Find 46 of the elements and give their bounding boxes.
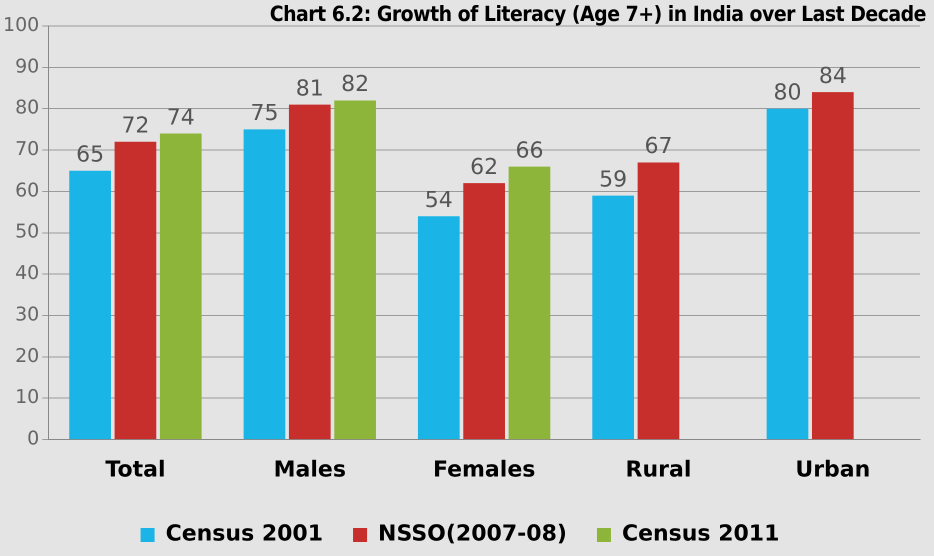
x-tick-label: Rural (626, 458, 692, 483)
y-tick-label: 10 (15, 386, 40, 408)
data-label: 65 (76, 142, 104, 168)
x-tick-label: Total (105, 458, 166, 483)
x-tick-label: Urban (795, 458, 870, 483)
bar (160, 134, 202, 440)
bar (334, 100, 376, 440)
bar (463, 183, 505, 440)
y-tick-label: 100 (3, 14, 40, 36)
legend-label: NSSO(2007-08) (378, 522, 567, 547)
bar (766, 108, 808, 440)
data-label: 82 (341, 72, 370, 98)
chart-title: Chart 6.2: Growth of Literacy (Age 7+) in India over Last Decade (270, 2, 926, 26)
data-label: 81 (296, 76, 324, 102)
bar (592, 196, 634, 440)
data-label: 59 (599, 167, 628, 192)
data-label: 72 (121, 114, 150, 139)
y-tick-label: 50 (15, 220, 40, 243)
data-label: 62 (470, 154, 498, 180)
y-tick-label: 40 (15, 262, 40, 284)
data-label: 84 (818, 64, 847, 89)
bar (638, 162, 680, 440)
data-label: 66 (515, 138, 544, 164)
y-tick-label: 70 (15, 138, 40, 160)
data-label: 54 (424, 188, 453, 213)
bar (114, 142, 156, 440)
data-label: 67 (644, 134, 672, 160)
y-tick-label: 20 (15, 344, 40, 367)
y-tick-label: 60 (15, 179, 40, 202)
y-tick-label: 80 (15, 96, 40, 119)
bar (508, 166, 550, 440)
data-label: 74 (166, 105, 195, 130)
x-tick-label: Males (274, 458, 346, 483)
bar (69, 170, 111, 440)
bar (418, 216, 460, 440)
y-tick-label: 0 (27, 428, 40, 450)
bar (812, 92, 854, 440)
y-tick-label: 90 (15, 55, 40, 78)
bar (288, 104, 331, 440)
legend-label: Census 2011 (622, 522, 780, 547)
legend-label: Census 2001 (166, 522, 324, 547)
bar (244, 129, 286, 440)
data-label: 80 (773, 80, 802, 106)
x-tick-label: Females (432, 458, 536, 483)
data-label: 75 (250, 101, 278, 126)
y-tick-label: 30 (15, 303, 40, 326)
